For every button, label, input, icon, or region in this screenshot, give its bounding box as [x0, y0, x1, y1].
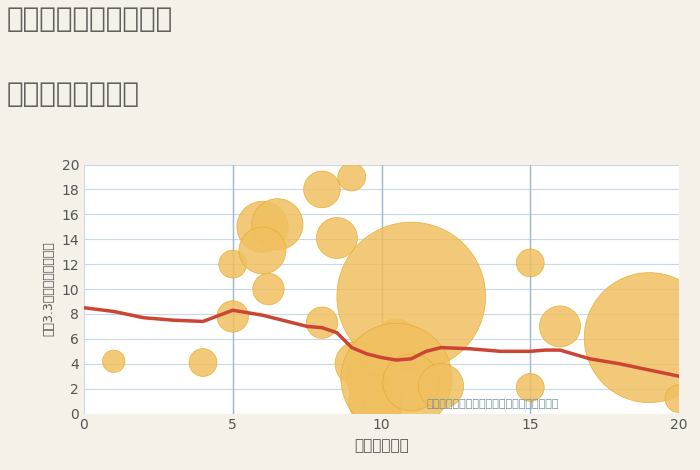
Point [316, 186, 328, 193]
Point [391, 335, 402, 343]
Point [257, 223, 268, 231]
Point [525, 384, 536, 391]
Point [227, 313, 238, 320]
Point [554, 322, 566, 330]
Text: 三重県伊賀市上之庄の: 三重県伊賀市上之庄の [7, 5, 174, 33]
Point [263, 285, 274, 293]
Y-axis label: 坪（3.3㎡）単価（万円）: 坪（3.3㎡）単価（万円） [43, 242, 56, 337]
Point [406, 379, 417, 386]
Point [197, 359, 209, 366]
Point [644, 334, 655, 341]
Point [435, 383, 447, 390]
Point [525, 259, 536, 266]
Point [376, 407, 387, 415]
Point [361, 379, 372, 386]
Point [346, 173, 357, 180]
Point [361, 372, 372, 380]
Point [331, 234, 342, 242]
Point [406, 293, 417, 300]
Point [370, 397, 381, 405]
Point [108, 358, 119, 365]
Point [673, 395, 685, 402]
Point [391, 375, 402, 383]
Point [272, 220, 283, 228]
Point [257, 247, 268, 254]
Text: 駅距離別土地価格: 駅距離別土地価格 [7, 80, 140, 108]
Point [227, 260, 238, 268]
Point [316, 319, 328, 327]
X-axis label: 駅距離（分）: 駅距離（分） [354, 438, 409, 453]
Point [352, 360, 363, 368]
Text: 円の大きさは、取引のあった物件面積を示す: 円の大きさは、取引のあった物件面積を示す [426, 399, 559, 408]
